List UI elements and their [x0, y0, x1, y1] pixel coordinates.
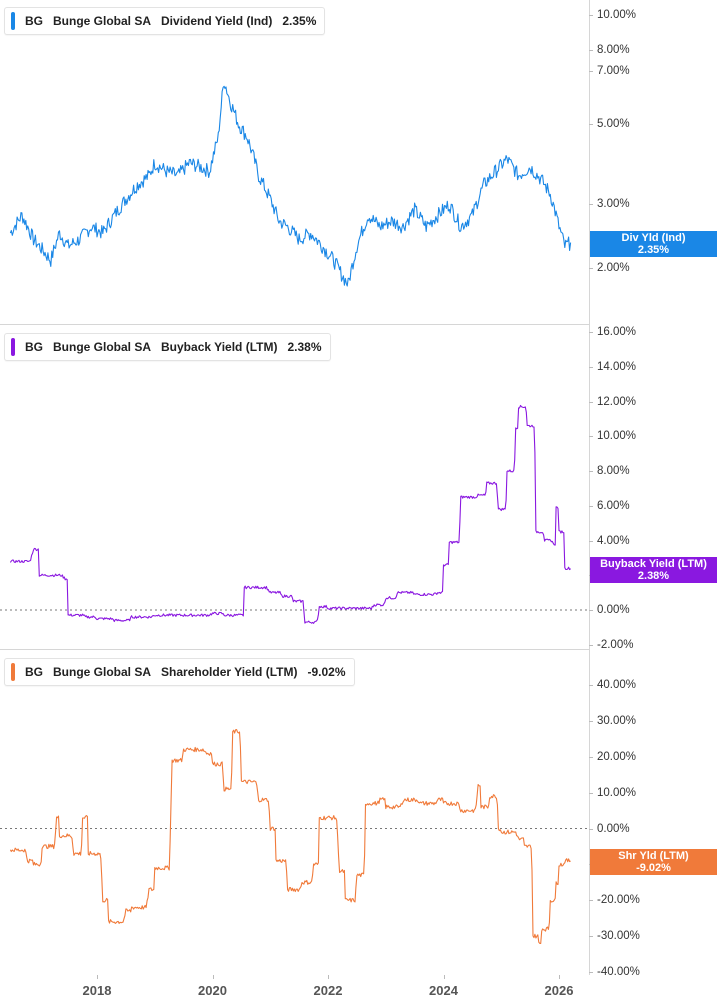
- shareholder-yield-value-badge: Shr Yld (LTM) -9.02%: [590, 849, 717, 875]
- y-tick-mark: [589, 720, 593, 722]
- y-tick-mark: [589, 71, 593, 73]
- legend-ticker: BG: [25, 14, 43, 28]
- x-tick-mark: [97, 975, 98, 979]
- x-tick-mark: [443, 975, 445, 979]
- y-tick-label: 16.00%: [597, 326, 637, 338]
- y-tick-label: 5.00%: [597, 117, 630, 130]
- legend-company: Bunge Global SA: [53, 14, 152, 28]
- y-tick-mark: [589, 204, 593, 206]
- y-tick-mark: [589, 756, 593, 758]
- series-line: [9, 85, 572, 287]
- badge-label: Shr Yld (LTM): [618, 850, 689, 862]
- y-tick-label: 10.00%: [597, 786, 637, 799]
- dividend-yield-panel: BG Bunge Global SA Dividend Yield (Ind) …: [0, 0, 717, 325]
- y-tick-mark: [589, 610, 593, 611]
- y-tick-label: -30.00%: [597, 930, 640, 943]
- legend-ticker: BG: [25, 340, 43, 354]
- series-color-swatch: [11, 338, 15, 356]
- panel-divider: [0, 649, 590, 650]
- shareholder-yield-legend[interactable]: BG Bunge Global SA Shareholder Yield (LT…: [4, 658, 355, 686]
- y-tick-label: -2.00%: [597, 638, 634, 651]
- x-tick-label: 2022: [313, 983, 343, 998]
- legend-value: 2.35%: [282, 14, 317, 28]
- y-tick-mark: [589, 15, 593, 16]
- y-tick-mark: [589, 123, 593, 125]
- y-tick-mark: [589, 828, 593, 830]
- x-tick-label: 2018: [82, 983, 112, 998]
- badge-value: 2.35%: [637, 244, 670, 256]
- legend-metric: Shareholder Yield (LTM): [161, 665, 298, 679]
- legend-value: -9.02%: [307, 665, 346, 679]
- y-tick-mark: [589, 936, 593, 938]
- y-tick-mark: [589, 900, 593, 902]
- y-tick-mark: [589, 401, 593, 403]
- y-tick-label: 7.00%: [597, 65, 630, 78]
- panel-divider: [0, 324, 590, 325]
- y-tick-label: 3.00%: [597, 198, 630, 211]
- shareholder-yield-line-chart[interactable]: [0, 0, 590, 980]
- buyback-yield-panel: BG Bunge Global SA Buyback Yield (LTM) 2…: [0, 0, 717, 651]
- legend-metric: Buyback Yield (LTM): [161, 340, 278, 354]
- badge-label: Div Yld (Ind): [621, 232, 686, 244]
- dividend-yield-line-chart[interactable]: [0, 0, 590, 325]
- y-tick-mark: [589, 471, 593, 472]
- y-tick-mark: [589, 366, 593, 368]
- y-tick-mark: [589, 540, 593, 542]
- y-tick-label: 10.00%: [597, 430, 637, 443]
- y-tick-label: 8.00%: [597, 465, 630, 477]
- dividend-yield-legend[interactable]: BG Bunge Global SA Dividend Yield (Ind) …: [4, 7, 326, 35]
- y-tick-label: 20.00%: [597, 750, 637, 763]
- series-line: [9, 729, 571, 945]
- x-tick-label: 2026: [544, 983, 574, 998]
- y-tick-label: 0.00%: [597, 604, 630, 616]
- x-tick-mark: [212, 975, 214, 979]
- buyback-yield-value-badge: Buyback Yield (LTM) 2.38%: [590, 557, 717, 583]
- badge-label: Buyback Yield (LTM): [600, 558, 707, 570]
- x-tick-mark: [328, 975, 329, 979]
- y-tick-label: -20.00%: [597, 894, 640, 907]
- y-tick-label: 10.00%: [597, 9, 637, 21]
- y-tick-label: 0.00%: [597, 822, 630, 835]
- y-tick-label: 8.00%: [597, 44, 630, 57]
- y-tick-mark: [589, 50, 593, 52]
- y-tick-label: 12.00%: [597, 395, 637, 408]
- y-tick-label: 4.00%: [597, 534, 630, 547]
- badge-value: 2.38%: [637, 570, 670, 582]
- y-tick-label: -40.00%: [597, 966, 640, 978]
- x-tick-label: 2024: [429, 983, 458, 998]
- y-tick-mark: [589, 505, 593, 507]
- y-tick-label: 2.00%: [597, 262, 630, 274]
- y-tick-label: 6.00%: [597, 499, 630, 512]
- y-tick-mark: [589, 972, 593, 973]
- legend-value: 2.38%: [287, 340, 322, 354]
- y-tick-label: 40.00%: [597, 679, 637, 691]
- y-tick-label: 14.00%: [597, 360, 637, 373]
- y-tick-mark: [589, 332, 593, 333]
- y-tick-mark: [589, 685, 593, 686]
- buyback-yield-legend[interactable]: BG Bunge Global SA Buyback Yield (LTM) 2…: [4, 333, 331, 361]
- series-line: [9, 404, 571, 624]
- series-color-swatch: [11, 12, 15, 30]
- x-tick-label: 2020: [198, 983, 227, 998]
- badge-value: -9.02%: [636, 862, 671, 874]
- buyback-yield-line-chart[interactable]: [0, 0, 590, 650]
- x-tick-mark: [559, 975, 560, 979]
- y-tick-label: 30.00%: [597, 714, 637, 727]
- y-tick-mark: [589, 268, 593, 269]
- legend-ticker: BG: [25, 665, 43, 679]
- y-tick-mark: [589, 644, 593, 646]
- series-color-swatch: [11, 663, 15, 681]
- legend-metric: Dividend Yield (Ind): [161, 14, 273, 28]
- dividend-yield-value-badge: Div Yld (Ind) 2.35%: [590, 231, 717, 257]
- shareholder-yield-panel: BG Bunge Global SA Shareholder Yield (LT…: [0, 0, 717, 980]
- legend-company: Bunge Global SA: [53, 665, 152, 679]
- y-tick-mark: [589, 436, 593, 438]
- y-tick-mark: [589, 792, 593, 794]
- y-axis-line: [589, 0, 590, 975]
- legend-company: Bunge Global SA: [53, 340, 152, 354]
